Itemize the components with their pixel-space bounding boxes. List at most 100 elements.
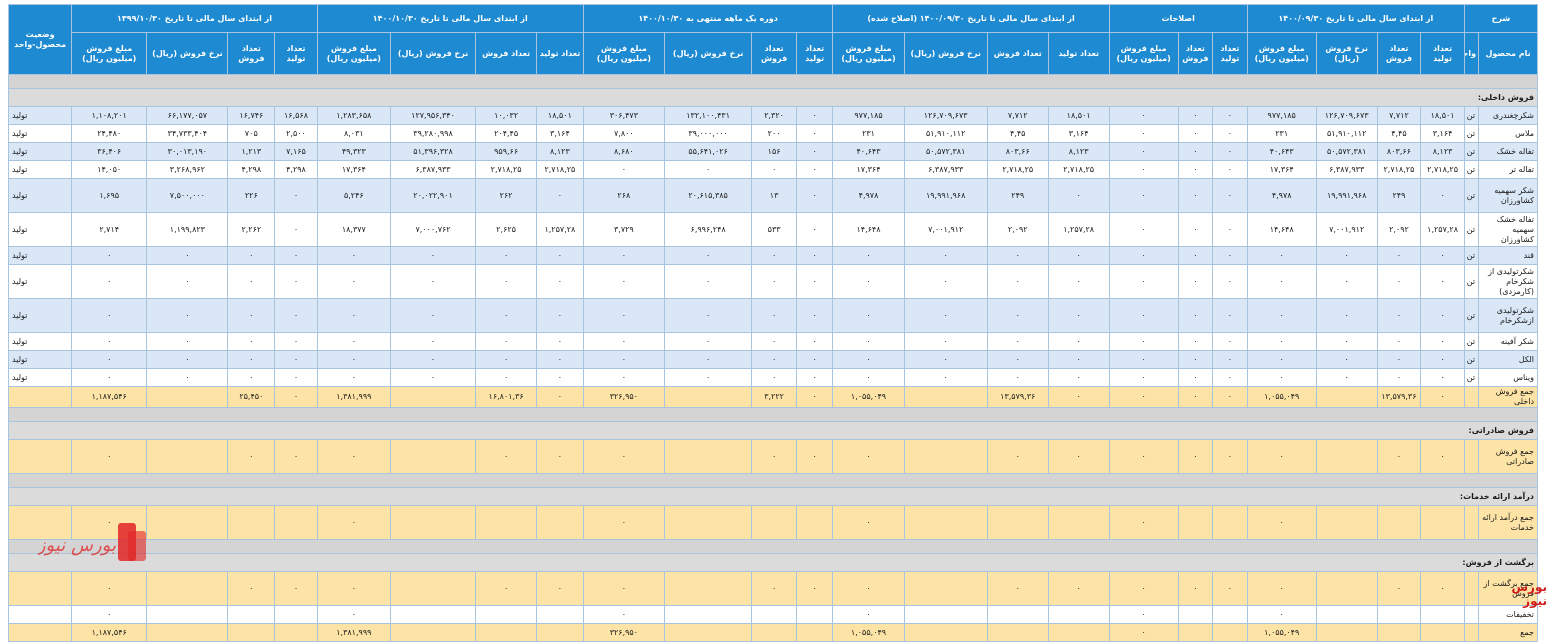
value-cell: ۱,۱۰۸,۲۰۱	[71, 106, 148, 125]
value-cell: ۰	[1315, 264, 1378, 299]
value-cell: ۰	[274, 298, 318, 333]
value-cell: ۱,۰۵۵,۰۴۹	[832, 386, 905, 408]
header-group-5: از ابتدای سال مالی تا تاریخ ۱۴۰۰/۱۰/۳۰	[316, 4, 584, 33]
value-cell: ۰	[146, 350, 229, 369]
section-returns: برگشت از فروش:	[8, 553, 1538, 572]
value-cell: ۰	[582, 160, 665, 179]
value-cell: ۰	[582, 298, 665, 333]
header-group-3: از ابتدای سال مالی تا تاریخ ۱۴۰۰/۰۹/۳۰ (…	[832, 4, 1110, 33]
value-cell: ۰	[751, 350, 797, 369]
value-cell	[389, 623, 477, 642]
product-name: ویناس	[1478, 368, 1538, 387]
value-cell: ۰	[1376, 350, 1422, 369]
value-cell: ۰	[795, 124, 834, 143]
value-cell: ۰	[663, 368, 753, 387]
value-cell: ۵۰,۵۷۲,۳۸۱	[1315, 142, 1378, 161]
value-cell	[227, 505, 276, 540]
product-name: شکرچغندری	[1478, 106, 1538, 125]
value-cell	[274, 505, 318, 540]
value-cell: ۰	[903, 298, 988, 333]
header-product-name: نام محصول	[1478, 32, 1538, 75]
value-cell: ۰	[475, 368, 538, 387]
header-g5-col-1: تعداد تولید	[536, 32, 584, 75]
value-cell: ۰	[1212, 368, 1248, 387]
value-cell: ۳,۱۶۴	[1420, 124, 1465, 143]
value-cell: ۴,۲۹۸	[274, 160, 318, 179]
unit-cell: تن	[1463, 368, 1480, 387]
unit-cell: تن	[1463, 124, 1480, 143]
value-cell: ۰	[146, 332, 229, 351]
value-cell: ۲۵,۴۵۰	[227, 386, 276, 408]
value-cell: ۰	[1108, 142, 1179, 161]
value-cell: ۸,۱۲۳	[536, 142, 584, 161]
product-name: قند	[1478, 246, 1538, 265]
value-cell: ۰	[1246, 439, 1317, 474]
value-cell: ۰	[1212, 571, 1248, 606]
table-row: شکرچغندری تن ۱۸,۵۰۱ ۷,۷۱۲ ۱۲۶,۷۰۹,۶۷۳ ۹۷۷,۱۸۵…	[7, 106, 1538, 125]
value-cell: ۱۸,۵۰۱	[1047, 106, 1110, 125]
header-g1-col-1: تعداد تولید	[1420, 32, 1465, 75]
unit-cell	[1463, 571, 1480, 606]
value-cell: ۰	[751, 264, 797, 299]
value-cell: ۰	[1246, 368, 1317, 387]
value-cell: ۰	[1246, 298, 1317, 333]
value-cell: ۶,۹۹۶,۲۴۸	[663, 212, 753, 247]
value-cell: ۰	[582, 246, 665, 265]
value-cell: ۰	[1246, 505, 1317, 540]
value-cell: ۰	[1108, 246, 1179, 265]
value-cell: ۰	[1420, 368, 1465, 387]
value-cell	[1177, 623, 1214, 642]
value-cell	[146, 439, 229, 474]
value-cell: ۰	[1177, 178, 1214, 213]
value-cell	[146, 623, 229, 642]
value-cell: ۰	[1177, 332, 1214, 351]
value-cell: ۰	[832, 505, 905, 540]
unit-cell: تن	[1463, 298, 1480, 333]
table-row: الکل تن ۰ ۰ ۰ ۰ ۰ ۰ ۰ ۰ ۰ ۰ ۰ ۰ ۰ ۰ ۰ ۰ ۰ ۰ ۰ ۰ ۰ ۰ ۰ تولید	[7, 350, 1538, 369]
value-cell: ۴۹,۳۲۳	[316, 142, 391, 161]
header-g5-col-4: مبلغ فروش (میلیون ریال)	[316, 32, 391, 75]
value-cell: ۰	[71, 264, 148, 299]
value-cell: ۱۲۶,۷۰۹,۶۷۳	[903, 106, 988, 125]
value-cell	[795, 623, 834, 642]
value-cell: ۳۹,۰۰۰,۰۰۰	[663, 124, 753, 143]
value-cell: ۰	[316, 439, 391, 474]
value-cell	[146, 505, 229, 540]
header-unit: واحد	[1463, 32, 1480, 75]
value-cell: ۰	[71, 350, 148, 369]
value-cell: ۲,۷۱۸,۲۵	[1376, 160, 1422, 179]
status-cell: تولید	[7, 142, 73, 161]
value-cell: ۰	[475, 571, 538, 606]
value-cell: ۰	[1177, 264, 1214, 299]
product-name: شکرتولیدی از شکرخام (کارمزدی)	[1478, 264, 1538, 299]
value-cell: ۰	[795, 332, 834, 351]
section-domestic: فروش داخلی:	[8, 88, 1538, 107]
product-name: شکر سهمیه کشاورزان	[1478, 178, 1538, 213]
value-cell: ۰	[1376, 264, 1422, 299]
value-cell: ۵۱,۹۱۰,۱۱۲	[1315, 124, 1378, 143]
value-cell: ۰	[986, 332, 1049, 351]
value-cell	[903, 571, 988, 606]
value-cell: ۰	[1376, 439, 1422, 474]
value-cell: ۰	[795, 571, 834, 606]
value-cell: ۱۵۶	[751, 142, 797, 161]
value-cell	[536, 623, 584, 642]
section-export-label: فروش صادراتی:	[8, 421, 1538, 440]
value-cell: ۰	[1212, 298, 1248, 333]
header-g2-col-2: تعداد فروش	[1177, 32, 1214, 75]
value-cell	[1315, 571, 1378, 606]
value-cell: ۴۰,۶۴۳	[832, 142, 905, 161]
value-cell: ۱,۲۵۷,۲۸	[1420, 212, 1465, 247]
value-cell: ۰	[986, 298, 1049, 333]
header-g3-col-1: تعداد تولید	[1047, 32, 1110, 75]
value-cell: ۱۴,۶۴۸	[1246, 212, 1317, 247]
value-cell: ۷,۷۱۲	[1376, 106, 1422, 125]
value-cell	[663, 605, 753, 624]
value-cell: ۱۶,۷۴۶	[227, 106, 276, 125]
value-cell: ۰	[274, 368, 318, 387]
value-cell: ۵۱,۹۱۰,۱۱۲	[903, 124, 988, 143]
value-cell: ۲۶۸	[582, 178, 665, 213]
value-cell: ۳۶,۴۰۶	[71, 142, 148, 161]
value-cell: ۲,۷۱۸,۲۵	[475, 160, 538, 179]
value-cell	[389, 571, 477, 606]
